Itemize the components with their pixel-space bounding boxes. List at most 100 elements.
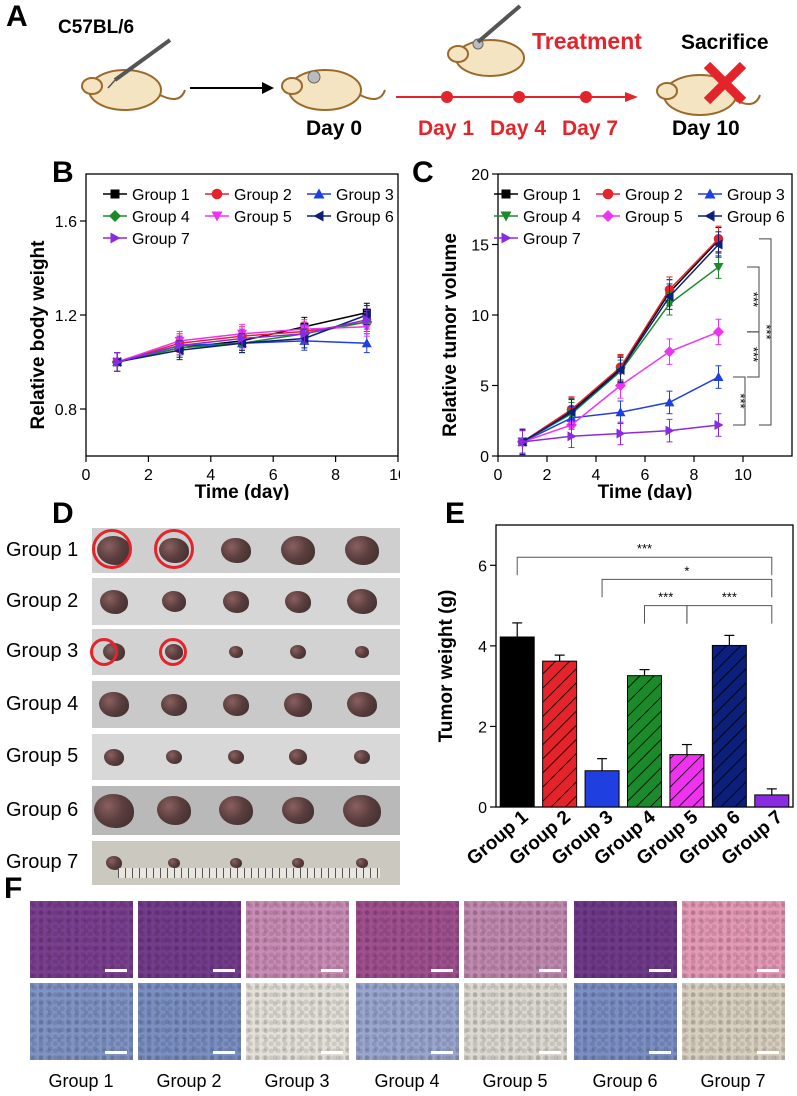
ihc-stain-image [246,983,349,1060]
ihc-stain-image [356,983,459,1060]
day10-label: Day 10 [672,117,740,140]
legend-marker [501,232,512,244]
day0-label: Day 0 [306,117,363,140]
tumor-row-label: Group 1 [6,538,79,561]
legend-label: Group 1 [523,187,581,204]
scale-bar [539,969,561,972]
bar-5 [669,754,705,808]
strain-label: C57BL/6 [58,17,135,38]
mouse-tumor-icon [281,69,386,111]
data-point [238,333,247,344]
y-tick-label: 6 [478,558,487,575]
timeline-dot-day1 [441,91,453,103]
tumor-specimen [356,857,368,869]
tumor-photo-row [92,629,400,675]
scale-bar [539,1051,561,1054]
ihc-stain-image [682,983,785,1060]
y-tick-label: 4 [478,639,487,656]
significance-bracket [686,605,773,624]
tumor-specimen [228,750,244,764]
legend-marker [110,189,120,199]
x-axis-label: Time (day) [195,482,290,500]
data-point [664,397,675,407]
scale-bar [649,1051,671,1054]
x-tick-label: 4 [206,467,215,484]
bar-3 [584,770,620,808]
legend-label: Group 4 [132,209,190,226]
y-tick-label: 2 [478,719,487,736]
tumor-specimen [157,796,191,826]
highlight-circle [90,638,118,666]
y-axis-label: Relative body weight [28,240,49,430]
tumor-specimen [166,750,182,764]
y-tick-label: 0.8 [55,402,77,419]
tumor-specimen [284,692,312,717]
y-axis-label: Tumor weight (g) [436,590,457,743]
significance-bracket [733,376,746,426]
legend-label: Group 3 [336,187,394,204]
highlight-circle [159,638,187,666]
tumor-specimen [168,857,180,869]
x-tick-label: 10 [734,467,752,484]
tumor-photo-row [92,841,400,885]
scale-bar [321,1051,343,1054]
legend-marker [313,188,325,199]
y-tick-label: 5 [480,379,489,396]
data-point [518,436,528,447]
histology-label: Group 5 [482,1071,548,1091]
legend-marker [500,211,512,222]
tumor-specimen [99,691,129,718]
legend-label: Group 5 [625,209,683,226]
tumor-row-label: Group 5 [6,745,79,767]
scale-bar [431,969,453,972]
data-point [713,326,724,338]
legend-marker [110,232,121,244]
scale-bar [213,969,235,972]
bar-7 [754,794,790,808]
y-tick-label: 0 [480,449,489,466]
panel-label-b: B [52,156,74,189]
tumor-specimen [229,646,243,658]
bar-6 [711,644,747,808]
ihc-stain-image [30,983,133,1060]
data-point [175,340,185,351]
data-point [616,428,626,439]
ihc-stain-image [138,983,241,1060]
y-tick-label: 10 [471,308,489,325]
panel-label-a: A [6,0,28,33]
y-tick-label: 15 [471,238,489,255]
he-stain-image [246,901,349,978]
tumor-specimen [354,750,370,764]
tumor-row-label: Group 2 [6,589,79,612]
ruler [118,868,380,878]
y-tick-label: 1.2 [55,308,77,325]
data-point [567,431,577,442]
scale-bar [757,1051,779,1054]
x-tick-label: 6 [269,467,278,484]
significance-label: *** [746,347,761,362]
histology-label: Group 7 [700,1071,766,1091]
scale-bar [431,1051,453,1054]
data-point [664,291,674,302]
tumor-row-label: Group 7 [6,851,79,873]
he-stain-image [464,901,567,978]
y-tick-label: 1.6 [55,214,77,231]
tumor-specimen [100,589,128,614]
x-tick-label: 4 [592,467,601,484]
bar-4 [627,675,662,808]
significance-bracket [759,238,772,426]
tumor-specimen [219,796,253,826]
legend-marker [211,188,223,200]
legend-marker [704,188,716,199]
x-tick-label: 6 [641,467,650,484]
legend-label: Group 4 [523,209,581,226]
legend-marker [704,210,715,222]
legend-label: Group 6 [336,209,394,226]
tumor-specimen [221,537,251,564]
tumor-volume-chart: 0 2 4 6 8 10 0 5 10 15 20 Time (day) Relative tumor … [440,167,793,500]
tumor-specimen [223,693,249,716]
he-stain-image [574,901,677,978]
significance-bracket [747,331,760,378]
tumor-specimen [161,693,187,716]
